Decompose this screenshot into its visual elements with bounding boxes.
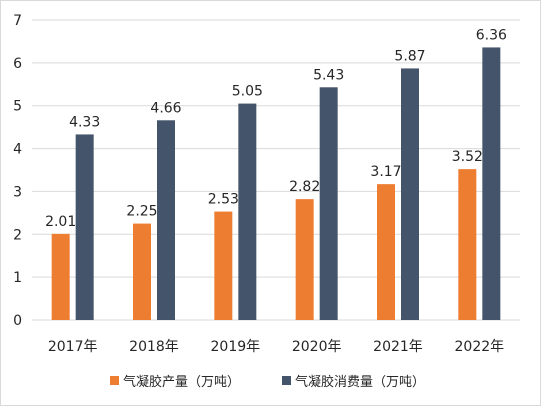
- data-label: 3.17: [370, 164, 401, 180]
- bar-consumption: [401, 68, 419, 320]
- y-tick-label: 6: [13, 56, 22, 72]
- bar-production: [51, 233, 70, 320]
- data-label: 2.25: [126, 204, 157, 220]
- x-tick-label: 2020年: [292, 339, 342, 355]
- legend-swatch: [282, 376, 291, 385]
- data-label: 5.43: [313, 67, 344, 83]
- y-tick-label: 0: [13, 313, 22, 329]
- bar-production: [133, 223, 151, 320]
- x-tick-label: 2019年: [211, 339, 261, 355]
- bar-consumption: [75, 134, 94, 320]
- y-tick-label: 1: [13, 270, 22, 286]
- bar-production: [295, 199, 314, 320]
- data-label: 4.33: [69, 114, 100, 130]
- x-tick-label: 2018年: [129, 339, 179, 355]
- bar-consumption: [482, 47, 501, 321]
- bar-production: [377, 184, 395, 320]
- data-label: 2.01: [45, 214, 76, 230]
- legend-swatch: [110, 376, 119, 385]
- y-tick-label: 3: [13, 184, 22, 200]
- legend-label: 气凝胶消费量（万吨）: [295, 374, 425, 390]
- data-label: 5.87: [394, 48, 425, 64]
- bar-consumption: [319, 87, 338, 321]
- bar-consumption: [238, 103, 257, 320]
- bar-production: [214, 211, 233, 320]
- data-label: 4.66: [150, 100, 181, 116]
- data-label: 2.82: [289, 179, 320, 195]
- y-tick-label: 4: [13, 142, 22, 158]
- bar-consumption: [157, 120, 175, 321]
- x-tick-label: 2021年: [373, 339, 423, 355]
- y-tick-label: 7: [13, 13, 22, 29]
- data-label: 5.05: [232, 84, 263, 100]
- bar-production: [458, 169, 477, 320]
- y-tick-label: 2: [13, 227, 22, 243]
- data-label: 6.36: [476, 27, 507, 43]
- x-tick-label: 2017年: [48, 339, 98, 355]
- data-label: 3.52: [452, 149, 483, 165]
- data-label: 2.53: [208, 192, 239, 208]
- x-tick-label: 2022年: [455, 339, 505, 355]
- legend-label: 气凝胶产量（万吨）: [123, 374, 240, 390]
- y-tick-label: 5: [13, 99, 22, 115]
